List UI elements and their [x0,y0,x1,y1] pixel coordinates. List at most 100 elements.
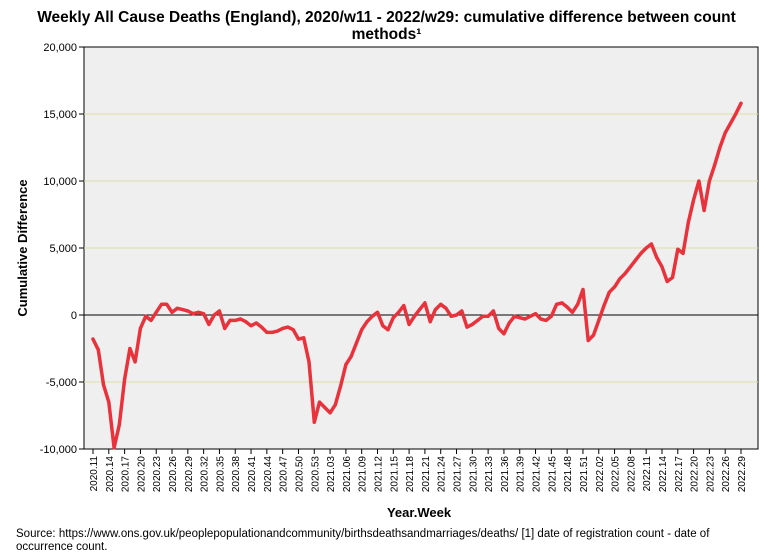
series-line-cumulative-difference [91,101,743,450]
y-axis-label: Cumulative Difference [15,179,30,316]
data-point [518,316,522,320]
data-point [628,265,633,269]
x-tick-label: 2020.14 [105,456,116,493]
data-point [713,163,717,167]
x-axis-ticks: 2020.11 2020.14 2020.17 2020.20 2020.23 2020.… [89,449,748,492]
data-point [223,326,227,330]
x-tick-label: 2021.33 [484,456,495,493]
x-tick-label: 2022.11 [642,456,653,492]
data-point [286,325,290,329]
x-tick-label: 2021.15 [389,456,400,493]
data-point [207,322,211,326]
data-point [602,304,606,308]
x-tick-label: 2021.27 [453,456,464,493]
data-point [354,341,358,345]
data-point [154,310,158,314]
data-point [244,320,248,324]
data-point [734,112,738,116]
data-point [365,320,369,324]
x-tick-label: 2022.05 [611,456,622,493]
data-point [144,314,148,318]
data-point [307,360,311,364]
x-tick-label: 2020.47 [279,456,290,493]
x-tick-label: 2021.42 [532,456,543,493]
data-point [439,302,443,306]
data-point [128,346,132,351]
data-point [460,309,464,313]
data-point [123,377,127,381]
gridlines [84,113,758,383]
data-point [181,308,185,312]
data-point [133,360,137,364]
data-point [623,271,627,276]
data-point [449,314,453,318]
data-point [149,318,153,322]
data-point [333,403,337,407]
data-point [312,420,316,424]
x-tick-label: 2020.23 [152,456,163,493]
data-point [202,312,206,316]
data-point [112,446,116,450]
data-point [407,322,411,326]
data-point [270,330,274,334]
data-point [191,312,195,316]
x-tick-label: 2020.29 [184,456,195,493]
data-point [428,320,432,324]
data-point [101,383,106,387]
data-point [170,310,174,314]
data-point [660,265,664,269]
x-tick-label: 2021.03 [326,456,337,493]
data-point [233,318,237,322]
x-tick-label: 2021.06 [342,456,353,493]
data-point [670,275,675,280]
data-point [597,318,601,322]
x-tick-label: 2022.23 [705,456,716,493]
data-point [718,145,722,150]
data-point [476,318,480,322]
data-point [323,405,327,410]
data-point [613,285,617,289]
x-tick-label: 2021.39 [516,456,527,493]
x-tick-label: 2021.51 [579,456,590,493]
data-point [254,321,258,325]
x-tick-label: 2022.29 [737,456,748,493]
data-point [175,306,179,310]
data-point [402,304,406,308]
data-point [549,314,553,318]
data-point [433,308,437,312]
x-tick-label: 2022.08 [626,456,637,493]
data-point [686,220,690,225]
x-tick-label: 2022.14 [658,456,669,493]
data-point [702,208,706,213]
x-tick-label: 2020.32 [200,456,211,493]
data-point [491,309,495,313]
data-point [634,258,638,262]
x-tick-label: 2022.20 [690,456,701,493]
data-point [275,329,279,333]
data-point [423,301,427,305]
x-tick-label: 2021.36 [500,456,511,493]
data-point [523,317,527,321]
data-point [639,251,643,255]
data-point [196,310,200,314]
data-point [697,179,701,183]
data-point [217,309,221,313]
x-tick-label: 2020.11 [89,456,100,492]
y-axis-ticks: -10,000 -5,000 0 5,000 10,000 15,000 20,000 [40,42,84,456]
x-tick-label: 2021.09 [358,456,369,493]
data-point [360,328,364,332]
data-point [570,310,575,314]
x-tick-label: 2020.17 [121,456,132,493]
data-point [586,338,590,343]
data-point [560,301,564,305]
data-point [412,314,416,318]
source-note: Source: https://www.ons.gov.uk/peoplepop… [16,528,710,553]
data-point [728,121,733,125]
x-tick-label: 2022.02 [595,456,606,493]
x-axis-label: Year.Week [387,505,452,520]
data-point [397,310,401,314]
data-point [723,131,727,135]
data-point [375,310,380,314]
data-point [418,308,422,312]
data-point [454,313,459,317]
